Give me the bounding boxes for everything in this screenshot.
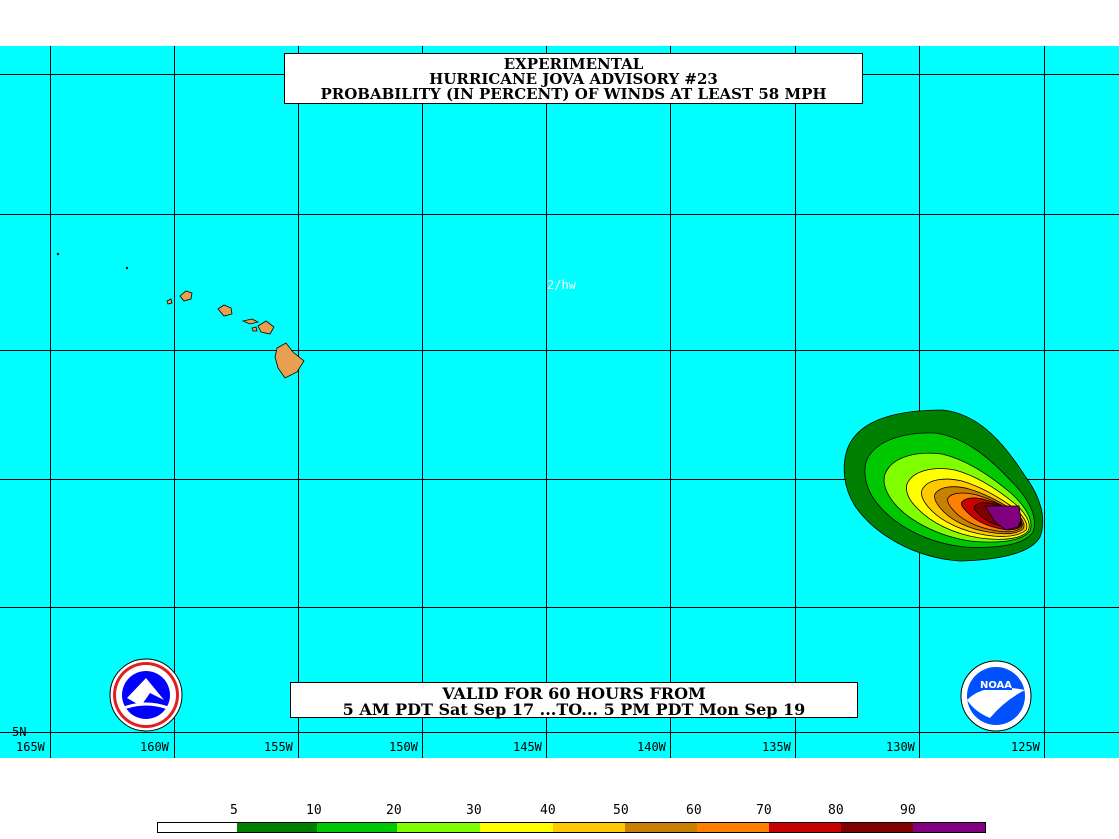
title-box: EXPERIMENTAL HURRICANE JOVA ADVISORY #23… (284, 53, 863, 104)
island-maui (257, 320, 275, 335)
legend-threshold: 70 (756, 803, 772, 818)
legend-swatch (769, 822, 841, 833)
contour-90 (984, 505, 1022, 531)
island-hawaii (274, 342, 305, 379)
island-lanai (251, 326, 258, 332)
title-line-2: HURRICANE JOVA ADVISORY #23 (429, 70, 718, 88)
legend-swatch (553, 822, 625, 833)
legend-threshold: 10 (306, 803, 322, 818)
grid-line-lon (50, 46, 51, 758)
grid-line-lat (0, 732, 1119, 733)
lon-label: 160W (140, 740, 169, 754)
hawaii-islands (56, 252, 305, 379)
legend-swatch (397, 822, 480, 833)
noaa-logo-text: NOAA (980, 680, 1012, 691)
map-panel (0, 46, 1119, 758)
grid-line-lon (298, 46, 299, 758)
island-kauai (179, 290, 193, 302)
legend-swatch (480, 822, 553, 833)
grid-line-lat (0, 607, 1119, 608)
probability-contours (843, 409, 1044, 562)
lon-label: 130W (886, 740, 915, 754)
grid-line-lat (0, 350, 1119, 351)
title-line-1: EXPERIMENTAL (503, 55, 644, 73)
grid-line-lon (795, 46, 796, 758)
grid-line-lon (174, 46, 175, 758)
grid-line-lon (670, 46, 671, 758)
legend-threshold: 80 (828, 803, 844, 818)
credit-label: 2/hw (547, 278, 576, 292)
lat-label: 5N (12, 725, 27, 739)
island-niihau (166, 298, 173, 305)
legend-threshold: 20 (386, 803, 402, 818)
valid-period-box: VALID FOR 60 HOURS FROM 5 AM PDT Sat Sep… (290, 682, 858, 718)
valid-line-2: 5 AM PDT Sat Sep 17 ...TO... 5 PM PDT Mo… (342, 700, 806, 719)
valid-line-1: VALID FOR 60 HOURS FROM (442, 684, 706, 703)
lon-label: 145W (513, 740, 542, 754)
island-oahu (217, 304, 233, 317)
lon-label: 150W (389, 740, 418, 754)
lon-label: 135W (762, 740, 791, 754)
legend-swatch (697, 822, 769, 833)
legend-swatch (157, 822, 238, 833)
legend-threshold: 5 (230, 803, 238, 818)
legend-threshold: 40 (540, 803, 556, 818)
grid-line-lon (1044, 46, 1045, 758)
legend-swatch (237, 822, 317, 833)
legend-swatch (841, 822, 913, 833)
grid-line-lon (546, 46, 547, 758)
grid-line-lon (422, 46, 423, 758)
legend-threshold: 60 (686, 803, 702, 818)
lon-label: 125W (1011, 740, 1040, 754)
grid-line-lat (0, 479, 1119, 480)
legend-swatch (913, 822, 986, 833)
title-line-3: PROBABILITY (IN PERCENT) OF WINDS AT LEA… (320, 85, 827, 103)
grid-line-lat (0, 214, 1119, 215)
legend-swatch (317, 822, 397, 833)
legend-swatch (625, 822, 697, 833)
lon-label: 140W (637, 740, 666, 754)
lon-label: 155W (264, 740, 293, 754)
lon-label: 165W (16, 740, 45, 754)
legend-threshold: 50 (613, 803, 629, 818)
legend-threshold: 30 (466, 803, 482, 818)
island-molokai (241, 318, 260, 325)
grid-line-lon (919, 46, 920, 758)
legend-threshold: 90 (900, 803, 916, 818)
